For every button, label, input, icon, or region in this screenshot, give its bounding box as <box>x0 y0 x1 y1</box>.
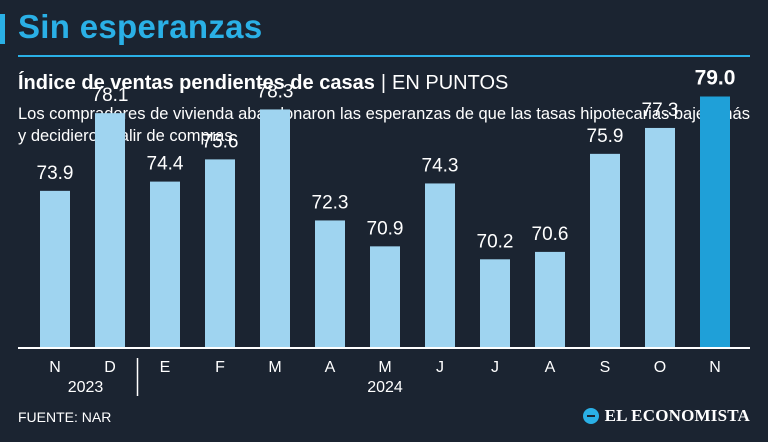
x-tick-label-3: F <box>215 359 225 376</box>
data-label-2: 74.4 <box>147 154 184 175</box>
data-label-4: 78.3 <box>257 81 294 102</box>
brand-logo: EL ECONOMISTA <box>582 405 750 427</box>
x-tick-label-4: M <box>268 359 281 376</box>
bar-4 <box>260 109 290 348</box>
x-tick-label-1: D <box>104 359 116 376</box>
x-tick-label-0: N <box>49 359 61 376</box>
x-tick-label-10: S <box>600 359 611 376</box>
bar-5 <box>315 220 345 348</box>
chart-description: Los compradores de vivienda abandonaron … <box>18 105 750 145</box>
year-label-2023: 2023 <box>68 379 104 396</box>
data-label-11: 77.3 <box>642 100 679 121</box>
data-label-3: 75.6 <box>202 131 239 152</box>
data-label-10: 75.9 <box>587 126 624 147</box>
data-label-9: 70.6 <box>532 224 569 245</box>
data-label-7: 74.3 <box>422 155 459 176</box>
bar-2 <box>150 181 180 348</box>
bar-8 <box>480 259 510 348</box>
bar-12 <box>700 96 730 348</box>
source-note: FUENTE: NAR <box>18 409 112 425</box>
data-label-6: 70.9 <box>367 218 404 239</box>
x-tick-label-7: J <box>436 359 444 376</box>
bar-11 <box>645 127 675 348</box>
data-label-5: 72.3 <box>312 192 349 213</box>
x-tick-label-5: A <box>325 359 336 376</box>
title-divider <box>18 55 750 57</box>
chart-title: Índice de ventas pendientes de casas <box>18 72 375 94</box>
bar-9 <box>535 251 565 348</box>
x-tick-label-9: A <box>545 359 556 376</box>
title-accent-bar <box>0 14 5 44</box>
x-tick-label-8: J <box>491 359 499 376</box>
bar-1 <box>95 113 125 349</box>
unit-label: EN PUNTOS <box>392 72 509 94</box>
x-tick-label-11: O <box>654 359 666 376</box>
year-label-2024: 2024 <box>367 379 403 396</box>
chart-subtitle: Índice de ventas pendientes de casas | EN … <box>18 72 508 95</box>
x-tick-label-6: M <box>378 359 391 376</box>
data-label-12: 79.0 <box>695 67 736 90</box>
logo-icon <box>582 408 599 424</box>
bar-6 <box>370 246 400 348</box>
page-title: Sin esperanzas <box>18 8 263 45</box>
bar-10 <box>590 153 620 348</box>
logo-text: EL ECONOMISTA <box>604 406 750 425</box>
data-label-0: 73.9 <box>37 163 74 184</box>
data-label-8: 70.2 <box>477 231 514 252</box>
header-bar: Sin esperanzas <box>0 0 768 57</box>
x-tick-label-12: N <box>709 359 721 376</box>
data-label-1: 78.1 <box>92 85 129 106</box>
subtitle-separator: | <box>380 72 387 94</box>
bar-0 <box>40 190 70 348</box>
x-tick-label-2: E <box>160 359 171 376</box>
bar-7 <box>425 183 455 348</box>
bar-3 <box>205 159 235 348</box>
